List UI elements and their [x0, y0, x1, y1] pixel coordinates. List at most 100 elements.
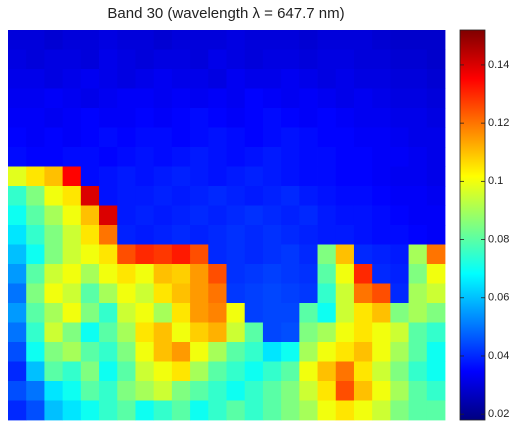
heatmap-cell — [281, 284, 300, 304]
heatmap-cell — [427, 381, 446, 401]
heatmap-cell — [281, 245, 300, 265]
heatmap-cell — [409, 303, 428, 323]
heatmap-cell — [81, 167, 100, 187]
heatmap-cell — [135, 225, 154, 245]
heatmap-cell — [44, 264, 63, 284]
heatmap-cell — [427, 323, 446, 343]
heatmap-cell — [354, 147, 373, 167]
heatmap-cell — [44, 401, 63, 421]
heatmap-cell — [390, 186, 409, 206]
heatmap-cell — [44, 381, 63, 401]
heatmap-cell — [390, 89, 409, 109]
heatmap-cell — [281, 362, 300, 382]
heatmap-cell — [318, 89, 337, 109]
heatmap-cell — [172, 303, 191, 323]
heatmap-cell — [26, 69, 45, 89]
heatmap-cell — [190, 128, 209, 148]
heatmap-cell — [154, 147, 173, 167]
heatmap-cell — [263, 264, 282, 284]
heatmap-cell — [227, 362, 246, 382]
heatmap-cell — [208, 206, 227, 226]
heatmap-cell — [245, 225, 264, 245]
heatmap-cell — [172, 128, 191, 148]
heatmap-cell — [336, 303, 355, 323]
heatmap-cell — [281, 167, 300, 187]
heatmap-cell — [281, 342, 300, 362]
heatmap-cell — [63, 303, 82, 323]
heatmap-cell — [172, 381, 191, 401]
heatmap-cell — [190, 401, 209, 421]
heatmap-cell — [299, 69, 318, 89]
heatmap-cell — [227, 284, 246, 304]
heatmap-cell — [318, 206, 337, 226]
heatmap-cell — [409, 362, 428, 382]
heatmap-cell — [409, 89, 428, 109]
heatmap-cell — [372, 264, 391, 284]
heatmap-cell — [299, 128, 318, 148]
heatmap-cell — [354, 128, 373, 148]
heatmap-cell — [135, 147, 154, 167]
heatmap-cell — [390, 381, 409, 401]
heatmap-cell — [318, 401, 337, 421]
heatmap-cell — [409, 264, 428, 284]
heatmap-cell — [390, 147, 409, 167]
heatmap-cell — [117, 381, 136, 401]
heatmap-cell — [390, 323, 409, 343]
heatmap-cell — [409, 186, 428, 206]
heatmap-cell — [44, 323, 63, 343]
heatmap-cell — [172, 245, 191, 265]
colorbar-tick-label: 0.14 — [488, 59, 509, 71]
heatmap-cell — [117, 89, 136, 109]
heatmap-cell — [336, 225, 355, 245]
heatmap-cell — [154, 69, 173, 89]
heatmap-cell — [190, 323, 209, 343]
heatmap-cell — [227, 167, 246, 187]
heatmap-cell — [245, 128, 264, 148]
heatmap-cell — [44, 167, 63, 187]
heatmap-cell — [154, 186, 173, 206]
heatmap-cell — [81, 50, 100, 70]
heatmap-cell — [227, 108, 246, 128]
heatmap-cell — [81, 245, 100, 265]
heatmap-cell — [190, 245, 209, 265]
heatmap-cell — [117, 225, 136, 245]
heatmap-cell — [44, 206, 63, 226]
heatmap-cell — [63, 69, 82, 89]
heatmap-cell — [372, 108, 391, 128]
heatmap-cell — [227, 303, 246, 323]
heatmap-cell — [135, 206, 154, 226]
heatmap-cell — [135, 167, 154, 187]
heatmap-cell — [299, 284, 318, 304]
heatmap-cell — [26, 206, 45, 226]
heatmap-cell — [135, 264, 154, 284]
heatmap-cell — [172, 167, 191, 187]
heatmap-cell — [263, 225, 282, 245]
heatmap-cell — [26, 128, 45, 148]
heatmap-cell — [427, 147, 446, 167]
heatmap-cell — [8, 323, 27, 343]
heatmap-cell — [8, 128, 27, 148]
heatmap-cell — [26, 381, 45, 401]
heatmap-cell — [44, 89, 63, 109]
heatmap-cell — [154, 128, 173, 148]
heatmap-cell — [263, 186, 282, 206]
heatmap-cell — [390, 206, 409, 226]
heatmap-cell — [281, 264, 300, 284]
heatmap-cell — [245, 323, 264, 343]
heatmap-cell — [154, 89, 173, 109]
heatmap-cell — [245, 108, 264, 128]
heatmap-cell — [245, 284, 264, 304]
heatmap-cell — [8, 108, 27, 128]
heatmap-cell — [227, 342, 246, 362]
heatmap-cell — [208, 264, 227, 284]
heatmap-cell — [263, 284, 282, 304]
heatmap-cell — [336, 323, 355, 343]
heatmap-cell — [26, 303, 45, 323]
heatmap-cell — [81, 381, 100, 401]
heatmap-cell — [208, 362, 227, 382]
heatmap-cell — [336, 167, 355, 187]
heatmap-cell — [390, 30, 409, 50]
heatmap-cell — [154, 401, 173, 421]
heatmap-cell — [154, 381, 173, 401]
heatmap-cell — [336, 186, 355, 206]
